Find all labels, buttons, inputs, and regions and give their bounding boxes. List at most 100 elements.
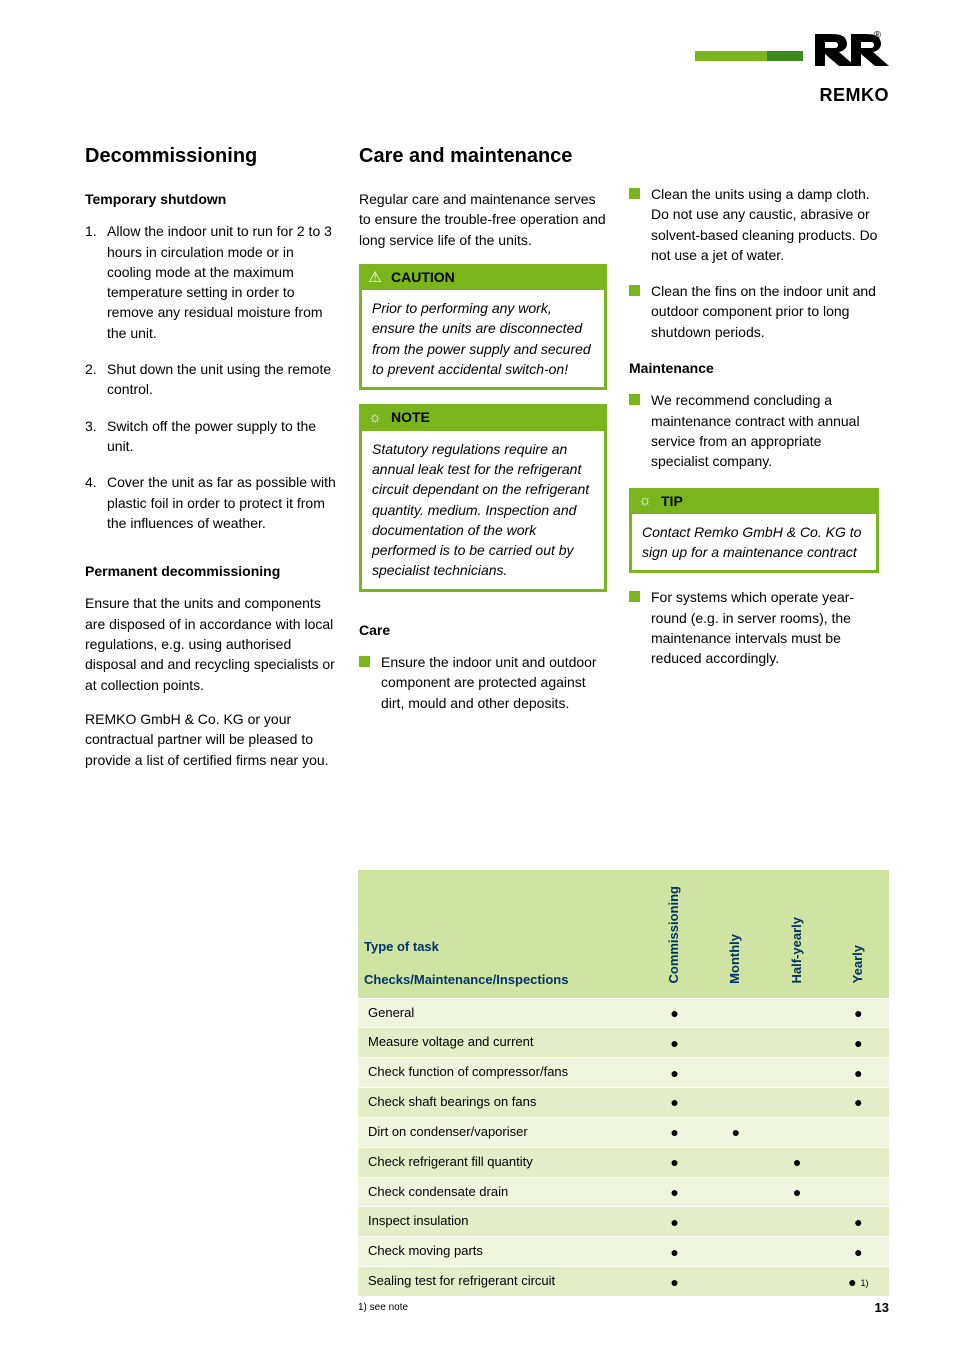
table-row: Check condensate drain●● <box>358 1177 889 1207</box>
cell-half-yearly <box>766 1237 827 1267</box>
h-perm-decom: Permanent decommissioning <box>85 561 337 581</box>
cell-monthly: ● <box>705 1117 766 1147</box>
cell-yearly: ● <box>828 1028 889 1058</box>
shutdown-steps: Allow the indoor unit to run for 2 to 3 … <box>85 221 337 533</box>
care-list: Ensure the indoor unit and outdoor compo… <box>359 652 607 713</box>
cell-commissioning: ● <box>644 1117 705 1147</box>
task-cell: Check moving parts <box>358 1237 644 1267</box>
caution-body: Prior to performing any work, ensure the… <box>359 290 607 390</box>
h-temp-shutdown: Temporary shutdown <box>85 189 337 209</box>
maint-item: We recommend concluding a maintenance co… <box>629 390 879 471</box>
cell-half-yearly: ● <box>766 1177 827 1207</box>
cell-monthly <box>705 1147 766 1177</box>
table-row: Sealing test for refrigerant circuit●● 1… <box>358 1267 889 1297</box>
task-cell: Check refrigerant fill quantity <box>358 1147 644 1177</box>
table-row: Dirt on condenser/vaporiser●● <box>358 1117 889 1147</box>
h-decommissioning: Decommissioning <box>85 142 337 171</box>
cell-yearly: ● <box>828 1058 889 1088</box>
table-row: Check shaft bearings on fans●● <box>358 1088 889 1118</box>
brand-mark-icon: ® <box>811 30 889 82</box>
step: Allow the indoor unit to run for 2 to 3 … <box>85 221 337 343</box>
note-body: Statutory regulations require an annual … <box>359 431 607 592</box>
cell-monthly <box>705 998 766 1028</box>
brand-bar <box>695 51 803 61</box>
cell-half-yearly <box>766 1088 827 1118</box>
cell-monthly <box>705 1177 766 1207</box>
care-list-2: Clean the units using a damp cloth. Do n… <box>629 184 879 342</box>
th-task: Type of task Checks/Maintenance/Inspecti… <box>358 870 644 998</box>
caution-callout: ⚠ CAUTION Prior to performing any work, … <box>359 264 607 390</box>
th-yearly: Yearly <box>828 870 889 998</box>
logo: ® REMKO <box>695 30 889 108</box>
task-cell: Check condensate drain <box>358 1177 644 1207</box>
table-row: Check function of compressor/fans●● <box>358 1058 889 1088</box>
note-callout: ☼ NOTE Statutory regulations require an … <box>359 404 607 591</box>
h-care-maint: Care and maintenance <box>359 142 607 171</box>
maint-list-2: For systems which operate year-round (e.… <box>629 587 879 668</box>
cell-commissioning: ● <box>644 1177 705 1207</box>
task-cell: General <box>358 998 644 1028</box>
cell-half-yearly: ● <box>766 1147 827 1177</box>
table-row: Inspect insulation●● <box>358 1207 889 1237</box>
warning-icon: ⚠ <box>367 270 383 285</box>
cell-half-yearly <box>766 1207 827 1237</box>
cell-yearly <box>828 1117 889 1147</box>
tip-body: Contact Remko GmbH & Co. KG to sign up f… <box>629 514 879 574</box>
cell-commissioning: ● <box>644 1058 705 1088</box>
task-cell: Dirt on condenser/vaporiser <box>358 1117 644 1147</box>
task-cell: Inspect insulation <box>358 1207 644 1237</box>
maintenance-table: Type of task Checks/Maintenance/Inspecti… <box>358 870 889 1315</box>
step: Shut down the unit using the remote cont… <box>85 359 337 400</box>
paragraph: REMKO GmbH & Co. KG or your contractual … <box>85 709 337 770</box>
cell-yearly: ● 1) <box>828 1267 889 1297</box>
cell-half-yearly <box>766 1028 827 1058</box>
th-commissioning: Commissioning <box>644 870 705 998</box>
cell-yearly <box>828 1147 889 1177</box>
step: Cover the unit as far as possible with p… <box>85 472 337 533</box>
bulb-icon: ☼ <box>637 493 653 508</box>
care-item: Clean the fins on the indoor unit and ou… <box>629 281 879 342</box>
cell-commissioning: ● <box>644 1028 705 1058</box>
cell-yearly: ● <box>828 1237 889 1267</box>
maint-list: We recommend concluding a maintenance co… <box>629 390 879 471</box>
th-monthly: Monthly <box>705 870 766 998</box>
cell-commissioning: ● <box>644 1147 705 1177</box>
table-row: Check moving parts●● <box>358 1237 889 1267</box>
cell-yearly: ● <box>828 998 889 1028</box>
cell-monthly <box>705 1028 766 1058</box>
note-label: NOTE <box>391 407 430 427</box>
table-footnote: 1) see note <box>358 1301 889 1316</box>
cell-half-yearly <box>766 1117 827 1147</box>
care-intro: Regular care and maintenance serves to e… <box>359 189 607 250</box>
h-maintenance: Maintenance <box>629 358 879 378</box>
cell-monthly <box>705 1088 766 1118</box>
brand-name: REMKO <box>820 82 890 108</box>
cell-commissioning: ● <box>644 1237 705 1267</box>
step: Switch off the power supply to the unit. <box>85 416 337 457</box>
bulb-icon: ☼ <box>367 410 383 425</box>
paragraph: Ensure that the units and components are… <box>85 593 337 694</box>
task-cell: Check function of compressor/fans <box>358 1058 644 1088</box>
cell-yearly <box>828 1177 889 1207</box>
tip-label: TIP <box>661 491 683 511</box>
task-cell: Measure voltage and current <box>358 1028 644 1058</box>
cell-monthly <box>705 1267 766 1297</box>
table-row: Check refrigerant fill quantity●● <box>358 1147 889 1177</box>
cell-commissioning: ● <box>644 1267 705 1297</box>
cell-monthly <box>705 1237 766 1267</box>
cell-monthly <box>705 1058 766 1088</box>
task-cell: Check shaft bearings on fans <box>358 1088 644 1118</box>
cell-yearly: ● <box>828 1207 889 1237</box>
cell-commissioning: ● <box>644 998 705 1028</box>
cell-half-yearly <box>766 998 827 1028</box>
cell-half-yearly <box>766 1058 827 1088</box>
cell-commissioning: ● <box>644 1088 705 1118</box>
table-row: Measure voltage and current●● <box>358 1028 889 1058</box>
table-row: General●● <box>358 998 889 1028</box>
cell-commissioning: ● <box>644 1207 705 1237</box>
cell-half-yearly <box>766 1267 827 1297</box>
h-care: Care <box>359 620 607 640</box>
column-decommissioning: Decommissioning Temporary shutdown Allow… <box>85 142 337 784</box>
tip-callout: ☼ TIP Contact Remko GmbH & Co. KG to sig… <box>629 488 879 574</box>
column-right: Clean the units using a damp cloth. Do n… <box>629 142 879 784</box>
